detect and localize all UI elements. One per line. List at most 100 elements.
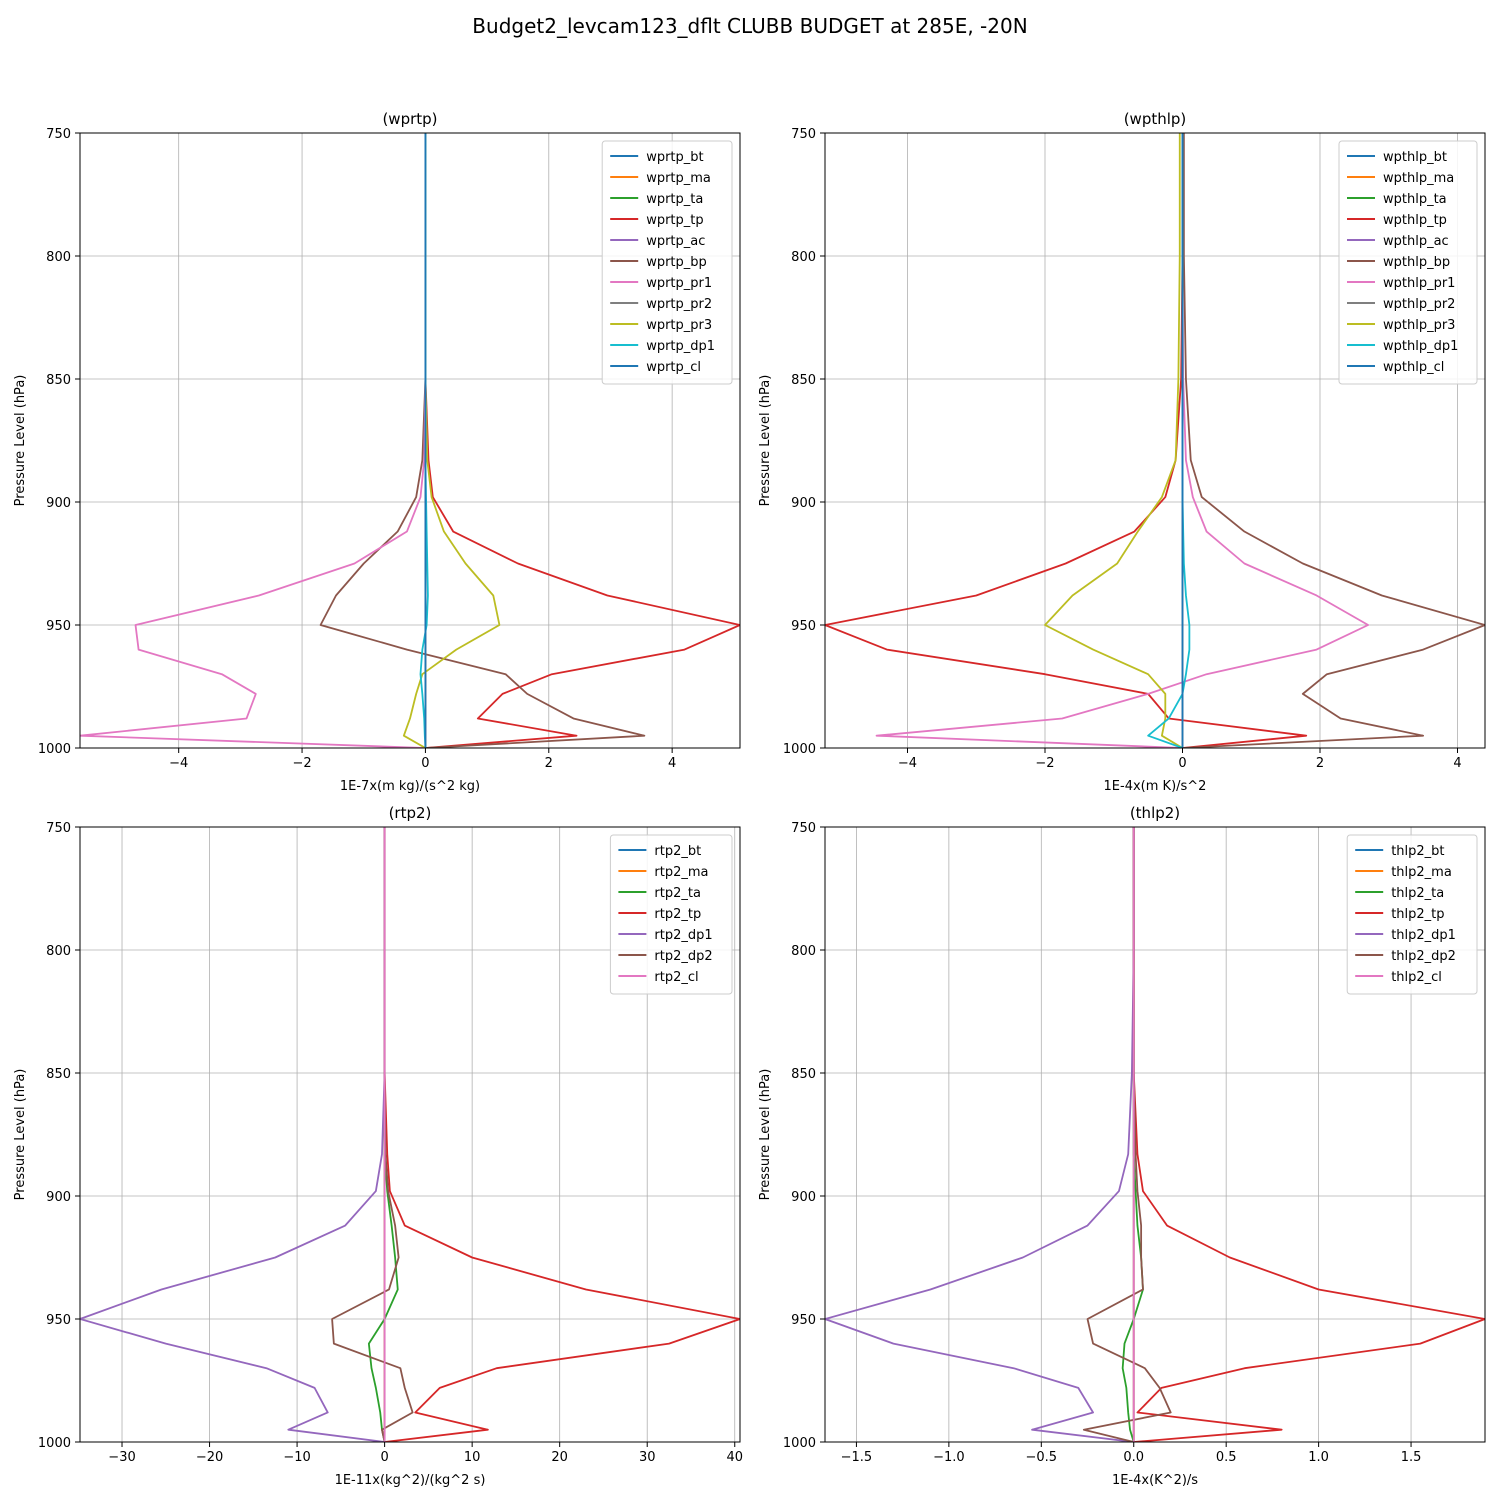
- y-tick-label: 750: [46, 127, 71, 142]
- x-tick-label: −1.0: [933, 1450, 965, 1465]
- legend-label-wpthlp_ac: wpthlp_ac: [1383, 234, 1449, 249]
- legend-label-thlp2_dp2: thlp2_dp2: [1391, 949, 1456, 964]
- legend-label-wpthlp_cl: wpthlp_cl: [1383, 360, 1444, 375]
- legend: wprtp_bt wprtp_ma wprtp_ta wprtp_tp wprtp_ac…: [601, 140, 733, 385]
- series-line-rtp2_dp1: [80, 827, 386, 1442]
- legend-label-thlp2_ta: thlp2_ta: [1391, 886, 1444, 901]
- y-tick-label: 850: [46, 373, 71, 388]
- legend-label-wprtp_dp1: wprtp_dp1: [646, 339, 715, 354]
- y-tick-label: 850: [791, 1067, 816, 1082]
- x-tick-label: 0.5: [1216, 1450, 1237, 1465]
- legend-label-wprtp_ac: wprtp_ac: [646, 234, 705, 249]
- y-tick-label: 800: [46, 250, 71, 265]
- x-axis-label: 1E-4x(K^2)/s: [1112, 1473, 1198, 1488]
- y-axis-label: Pressure Level (hPa): [758, 1069, 773, 1201]
- y-tick-label: 900: [46, 496, 71, 511]
- legend-label-wprtp_ma: wprtp_ma: [646, 171, 711, 186]
- series-line-rtp2_dp2: [331, 827, 414, 1442]
- x-tick-label: 1.0: [1308, 1450, 1329, 1465]
- y-tick-label: 800: [791, 250, 816, 265]
- x-tick-label: −4: [169, 756, 188, 771]
- plot-frame: [79, 132, 741, 749]
- legend-label-wpthlp_bt: wpthlp_bt: [1383, 150, 1447, 165]
- y-tick-label: 850: [791, 373, 816, 388]
- legend-label-wprtp_ta: wprtp_ta: [646, 192, 703, 207]
- y-axis-label: Pressure Level (hPa): [758, 375, 773, 507]
- legend: thlp2_bt thlp2_ma thlp2_ta thlp2_tp thlp2_dp…: [1346, 834, 1478, 995]
- series-line-wpthlp_pr1: [875, 133, 1370, 748]
- series-lines: [80, 827, 740, 1442]
- y-tick-label: 800: [791, 944, 816, 959]
- legend-label-thlp2_cl: thlp2_cl: [1391, 970, 1442, 985]
- y-tick-label: 1000: [38, 1436, 71, 1451]
- y-tick-label: 900: [46, 1190, 71, 1205]
- y-tick-label: 800: [46, 944, 71, 959]
- legend-label-rtp2_tp: rtp2_tp: [654, 907, 701, 922]
- x-tick-label: 0: [1178, 756, 1186, 771]
- legend-label-wpthlp_pr1: wpthlp_pr1: [1383, 276, 1455, 291]
- chart-title: (wpthlp): [1124, 110, 1187, 128]
- x-tick-label: 4: [1453, 756, 1461, 771]
- legend-label-thlp2_bt: thlp2_bt: [1391, 844, 1444, 859]
- y-tick-label: 750: [791, 821, 816, 836]
- x-tick-label: 0.0: [1123, 1450, 1144, 1465]
- legend-label-wprtp_bp: wprtp_bp: [646, 255, 707, 270]
- x-tick-label: −2: [1035, 756, 1054, 771]
- legend-label-rtp2_ma: rtp2_ma: [654, 865, 708, 880]
- y-axis-label: Pressure Level (hPa): [13, 375, 28, 507]
- x-axis-label: 1E-11x(kg^2)/(kg^2 s): [335, 1473, 486, 1488]
- x-tick-label: −30: [108, 1450, 135, 1465]
- x-tick-label: 0: [421, 756, 429, 771]
- x-tick-label: −20: [196, 1450, 223, 1465]
- legend-label-wpthlp_tp: wpthlp_tp: [1383, 213, 1447, 228]
- legend-label-wprtp_tp: wprtp_tp: [646, 213, 703, 228]
- legend-label-wprtp_pr3: wprtp_pr3: [646, 318, 712, 333]
- y-tick-label: 1000: [38, 742, 71, 757]
- chart-title: (thlp2): [1130, 804, 1180, 822]
- x-tick-label: −10: [283, 1450, 310, 1465]
- series-line-thlp2_dp2: [1082, 827, 1172, 1442]
- chart-panel-1: −4 −2 0 2 4 750 800 850 900 950 1000 (wprtp) 1E-7x(m…: [13, 110, 741, 794]
- legend-label-thlp2_dp1: thlp2_dp1: [1391, 928, 1456, 943]
- legend-label-wprtp_pr2: wprtp_pr2: [646, 297, 712, 312]
- legend-label-rtp2_dp2: rtp2_dp2: [654, 949, 712, 964]
- y-tick-label: 950: [46, 619, 71, 634]
- series-line-wpthlp_pr3: [1044, 133, 1183, 748]
- y-tick-label: 950: [791, 1313, 816, 1328]
- legend-label-wpthlp_ta: wpthlp_ta: [1383, 192, 1447, 207]
- plot-frame: [79, 826, 741, 1443]
- x-tick-label: −2: [292, 756, 311, 771]
- series-lines: [80, 133, 740, 748]
- y-tick-label: 750: [46, 821, 71, 836]
- legend-label-rtp2_dp1: rtp2_dp1: [654, 928, 712, 943]
- series-lines: [825, 133, 1485, 748]
- chart-title: (rtp2): [389, 804, 432, 822]
- legend-label-wpthlp_dp1: wpthlp_dp1: [1383, 339, 1458, 354]
- series-line-thlp2_ta: [1121, 827, 1144, 1442]
- series-line-wpthlp_tp: [825, 133, 1308, 748]
- x-tick-label: 30: [639, 1450, 656, 1465]
- x-tick-label: 2: [545, 756, 553, 771]
- y-tick-label: 950: [46, 1313, 71, 1328]
- y-tick-label: 950: [791, 619, 816, 634]
- legend-label-wpthlp_ma: wpthlp_ma: [1383, 171, 1454, 186]
- y-tick-label: 1000: [783, 1436, 816, 1451]
- y-tick-label: 900: [791, 1190, 816, 1205]
- legend: wpthlp_bt wpthlp_ma wpthlp_ta wpthlp_tpwpth…: [1338, 140, 1478, 385]
- series-line-wprtp_bp: [319, 133, 646, 748]
- chart-panel-4: −1.5 −1.0 −0.5 0.0 0.5 1.0 1.5 750 800 850 900 950 1…: [758, 804, 1486, 1488]
- x-tick-label: −1.5: [841, 1450, 873, 1465]
- y-tick-label: 1000: [783, 742, 816, 757]
- series-line-wprtp_pr1: [80, 133, 427, 748]
- chart-title: (wprtp): [382, 110, 437, 128]
- x-tick-label: 2: [1316, 756, 1324, 771]
- legend-label-wpthlp_bp: wpthlp_bp: [1383, 255, 1450, 270]
- y-axis-label: Pressure Level (hPa): [13, 1069, 28, 1201]
- y-tick-label: 900: [791, 496, 816, 511]
- legend-label-wprtp_cl: wprtp_cl: [646, 360, 701, 375]
- legend-label-rtp2_ta: rtp2_ta: [654, 886, 701, 901]
- y-tick-label: 750: [791, 127, 816, 142]
- legend-label-thlp2_ma: thlp2_ma: [1391, 865, 1452, 880]
- chart-panel-2: −4 −2 0 2 4 750 800 850 900 950 1000 (wpthlp) 1E-4x(…: [758, 110, 1486, 794]
